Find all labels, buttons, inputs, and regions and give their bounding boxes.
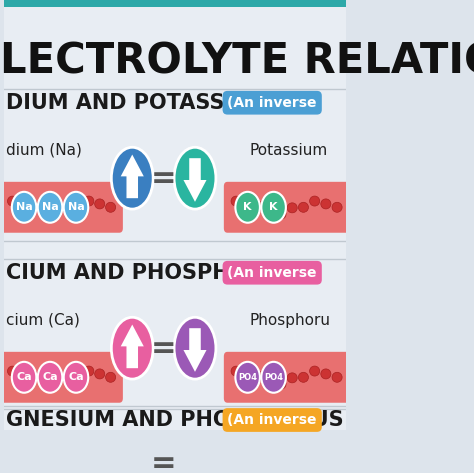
Polygon shape [121, 324, 144, 368]
Ellipse shape [18, 377, 28, 386]
Text: PO4: PO4 [264, 373, 283, 382]
Ellipse shape [310, 196, 319, 206]
Ellipse shape [332, 202, 342, 212]
Text: (An inverse: (An inverse [228, 413, 317, 427]
Ellipse shape [254, 371, 264, 381]
Ellipse shape [111, 317, 153, 379]
Ellipse shape [242, 377, 252, 386]
Ellipse shape [332, 372, 342, 382]
Ellipse shape [40, 376, 50, 385]
Ellipse shape [231, 366, 241, 376]
Ellipse shape [64, 192, 88, 223]
Ellipse shape [298, 372, 309, 382]
Ellipse shape [18, 206, 28, 216]
Ellipse shape [276, 379, 286, 389]
FancyBboxPatch shape [4, 0, 346, 7]
Polygon shape [121, 155, 144, 198]
Text: Ca: Ca [68, 372, 84, 382]
Text: dium (Na): dium (Na) [6, 142, 82, 158]
Ellipse shape [310, 366, 319, 376]
Ellipse shape [12, 362, 36, 393]
Ellipse shape [64, 362, 88, 393]
FancyBboxPatch shape [4, 7, 346, 430]
Text: K: K [243, 202, 252, 212]
Text: =: = [151, 449, 177, 473]
Ellipse shape [38, 362, 62, 393]
Ellipse shape [106, 372, 116, 382]
Ellipse shape [231, 196, 241, 206]
Text: K: K [269, 202, 278, 212]
Text: GNESIUM AND PHOSPHORUS: GNESIUM AND PHOSPHORUS [6, 410, 344, 430]
Ellipse shape [51, 209, 61, 219]
Ellipse shape [264, 206, 275, 216]
Ellipse shape [111, 147, 153, 209]
FancyBboxPatch shape [0, 182, 123, 233]
FancyBboxPatch shape [224, 182, 349, 233]
Ellipse shape [84, 366, 94, 376]
Ellipse shape [73, 372, 83, 382]
Ellipse shape [62, 373, 72, 383]
Text: Phosphoru: Phosphoru [249, 313, 330, 327]
Ellipse shape [40, 206, 50, 216]
Text: (An inverse: (An inverse [228, 266, 317, 280]
Text: LECTROLYTE RELATIO: LECTROLYTE RELATIO [0, 41, 474, 83]
Ellipse shape [298, 202, 309, 212]
Text: Ca: Ca [16, 372, 32, 382]
Ellipse shape [321, 199, 331, 209]
Ellipse shape [95, 369, 105, 379]
Text: Na: Na [16, 202, 32, 212]
Ellipse shape [287, 373, 297, 383]
Ellipse shape [62, 203, 72, 213]
Polygon shape [121, 440, 144, 473]
Ellipse shape [174, 147, 216, 209]
Text: =: = [151, 164, 177, 193]
Ellipse shape [95, 199, 105, 209]
Ellipse shape [29, 371, 39, 381]
Ellipse shape [8, 366, 18, 376]
Ellipse shape [73, 202, 83, 212]
Ellipse shape [84, 196, 94, 206]
FancyBboxPatch shape [0, 352, 123, 403]
Ellipse shape [242, 206, 252, 216]
Ellipse shape [106, 202, 116, 212]
Ellipse shape [174, 317, 216, 379]
Ellipse shape [38, 192, 62, 223]
Text: Ca: Ca [42, 372, 58, 382]
Ellipse shape [51, 379, 61, 389]
Ellipse shape [111, 433, 153, 473]
Text: PO4: PO4 [238, 373, 257, 382]
Ellipse shape [261, 192, 286, 223]
Text: Na: Na [42, 202, 58, 212]
Text: agnesium (Ma): agnesium (Ma) [6, 438, 120, 453]
Text: CIUM AND PHOSPHORUS: CIUM AND PHOSPHORUS [6, 263, 295, 283]
Ellipse shape [29, 201, 39, 211]
Ellipse shape [174, 433, 216, 473]
Text: Na: Na [68, 202, 84, 212]
Ellipse shape [276, 209, 286, 219]
Polygon shape [183, 158, 207, 202]
Text: cium (Ca): cium (Ca) [6, 313, 80, 327]
Ellipse shape [264, 376, 275, 385]
Ellipse shape [12, 192, 36, 223]
Text: DIUM AND POTASSIUM: DIUM AND POTASSIUM [6, 93, 270, 113]
FancyBboxPatch shape [224, 352, 349, 403]
Text: Potassium: Potassium [249, 142, 328, 158]
Ellipse shape [261, 362, 286, 393]
Ellipse shape [236, 192, 260, 223]
Ellipse shape [8, 196, 18, 206]
Ellipse shape [254, 201, 264, 211]
Ellipse shape [236, 362, 260, 393]
Text: =: = [151, 333, 177, 363]
Polygon shape [183, 328, 207, 372]
Text: Phosphoru: Phosphoru [249, 438, 330, 453]
Ellipse shape [321, 369, 331, 379]
Ellipse shape [287, 203, 297, 213]
Polygon shape [183, 444, 207, 473]
Text: (An inverse: (An inverse [228, 96, 317, 110]
